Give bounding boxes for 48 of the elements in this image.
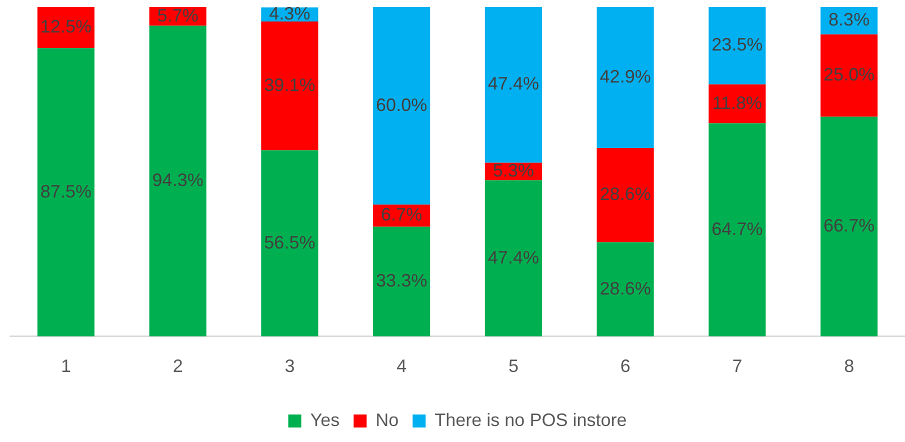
x-tick-label: 7: [732, 356, 742, 376]
bar: [820, 34, 878, 117]
data-label: 28.6%: [600, 184, 651, 204]
x-tick-label: 3: [284, 356, 295, 376]
x-tick-label: 2: [172, 356, 183, 376]
x-tick-label: 4: [396, 356, 407, 376]
bar: [261, 150, 318, 336]
legend-label: No: [376, 410, 399, 430]
data-label: 5.7%: [157, 5, 198, 26]
data-label: 4.3%: [269, 3, 310, 24]
bar: [261, 21, 318, 150]
data-label: 5.3%: [492, 160, 534, 181]
legend-label: Yes: [310, 410, 340, 430]
data-label: 94.3%: [152, 170, 204, 190]
data-label: 60.0%: [376, 94, 428, 115]
data-label: 39.1%: [264, 74, 316, 95]
data-label: 11.8%: [712, 92, 762, 113]
x-tick-label: 8: [844, 356, 854, 376]
data-label: 87.5%: [40, 181, 92, 202]
x-tick-label: 5: [508, 356, 518, 376]
data-label: 6.7%: [381, 204, 422, 225]
data-label: 33.3%: [376, 270, 428, 291]
legend-label: There is no POS instore: [434, 410, 627, 430]
x-tick-label: 1: [60, 356, 71, 376]
data-label: 25.0%: [824, 64, 875, 84]
data-label: 42.9%: [600, 66, 651, 86]
data-label: 8.3%: [828, 10, 870, 30]
data-label: 12.5%: [40, 16, 92, 37]
bar: [373, 7, 430, 205]
bar: [708, 123, 766, 336]
bar: [484, 7, 542, 163]
bar: [708, 7, 766, 84]
bar: [596, 7, 654, 148]
data-label: 47.4%: [488, 74, 539, 94]
data-label: 28.6%: [600, 278, 651, 298]
bar: [820, 116, 878, 336]
x-tick-label: 6: [620, 356, 630, 376]
data-label: 56.5%: [264, 232, 316, 252]
data-label: 23.5%: [712, 34, 763, 55]
data-label: 47.4%: [488, 247, 539, 268]
bar: [373, 226, 430, 336]
bar: [596, 242, 654, 336]
data-label: 66.7%: [824, 216, 875, 236]
data-label: 64.7%: [712, 218, 763, 239]
bar: [596, 148, 654, 242]
bar: [37, 48, 94, 336]
bar: [484, 180, 542, 336]
bar: [149, 26, 206, 336]
